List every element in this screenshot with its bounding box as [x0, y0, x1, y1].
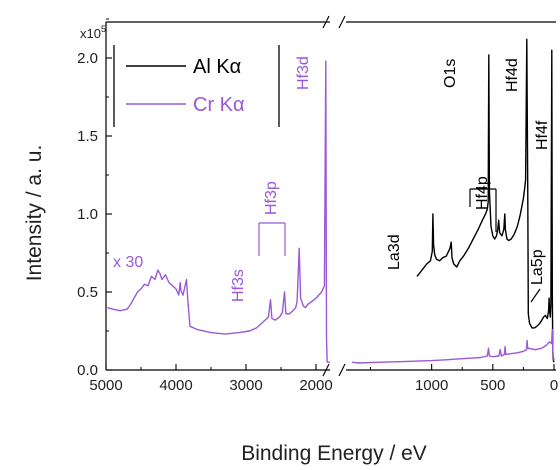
x-tick-label: 5000: [89, 377, 122, 394]
x-axis-title: Binding Energy / eV: [241, 442, 427, 465]
series-line-cr-ka-2: [352, 328, 555, 364]
multiplier-exponent: 5: [101, 24, 106, 34]
annotation-hf4p: Hf4p: [474, 176, 491, 210]
annotation-layer: x 30 Hf3s Hf3p Hf3d La3d O1s Hf4p Hf4d La5p Hf4f: [113, 56, 551, 303]
annotation-hf4f: Hf4f: [534, 120, 551, 150]
annotation-x30: x 30: [113, 254, 143, 271]
legend-label-al: Al Kα: [193, 56, 241, 78]
x-tick-label: 500: [480, 377, 505, 394]
legend-label-cr: Cr Kα: [193, 94, 245, 116]
axis-break-mark: [338, 15, 346, 29]
annotation-la3d: La3d: [386, 234, 403, 270]
y-tick-label: 0.0: [77, 362, 98, 379]
axis-frame: [105, 15, 556, 377]
annotation-hf4d: Hf4d: [504, 58, 521, 92]
leader-la5p: [530, 288, 541, 303]
annotation-hf3d: Hf3d: [295, 56, 312, 90]
annotation-o1s: O1s: [442, 59, 459, 88]
axis-break-mark: [322, 15, 330, 29]
x-tick-label: 4000: [159, 377, 192, 394]
x-tick-label: 3000: [229, 377, 262, 394]
x-tick-label: 2000: [299, 377, 332, 394]
series-layer: [107, 38, 555, 364]
y-tick-label: 1.0: [77, 206, 98, 223]
y-axis-multiplier: x105: [80, 24, 106, 41]
y-tick-label: 2.0: [77, 50, 98, 67]
annotation-hf3p: Hf3p: [263, 181, 280, 215]
annotation-la5p: La5p: [529, 249, 546, 285]
annotation-hf3s: Hf3s: [230, 269, 247, 302]
y-tick-label: 1.5: [77, 128, 98, 145]
multiplier-base: x10: [80, 26, 101, 41]
y-axis-title: Intensity / a. u.: [23, 145, 46, 282]
x-tick-label: 1000: [415, 377, 448, 394]
series-line-cr-ka-1: [107, 60, 330, 363]
legend: Al Kα Cr Kα: [113, 45, 280, 127]
axis-break-mark: [322, 363, 330, 377]
x-tick-label: 0: [550, 377, 558, 394]
axis-break-mark: [338, 363, 346, 377]
series-line-al-ka-0: [416, 38, 555, 363]
y-tick-label: 0.5: [77, 284, 98, 301]
